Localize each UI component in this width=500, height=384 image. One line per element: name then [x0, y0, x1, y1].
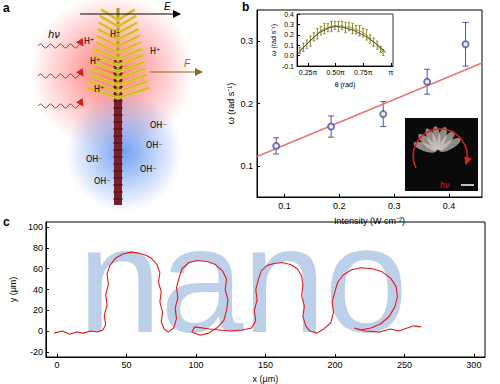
svg-text:-0.1: -0.1 [282, 63, 294, 70]
svg-text:Intensity (W cm⁻²): Intensity (W cm⁻²) [334, 216, 405, 226]
svg-text:hν: hν [48, 29, 60, 40]
svg-text:-20: -20 [30, 347, 43, 357]
svg-text:0.75π: 0.75π [354, 69, 373, 76]
svg-text:F: F [184, 58, 191, 69]
svg-text:H⁺: H⁺ [150, 47, 160, 56]
svg-text:OH⁻: OH⁻ [94, 177, 111, 186]
svg-text:0: 0 [38, 326, 43, 336]
svg-text:H⁺: H⁺ [90, 57, 100, 66]
svg-text:OH⁻: OH⁻ [140, 165, 157, 174]
svg-text:80: 80 [33, 243, 43, 253]
svg-text:0.2: 0.2 [240, 99, 253, 109]
svg-text:100: 100 [188, 360, 203, 370]
svg-text:y (μm): y (μm) [8, 277, 18, 303]
svg-text:x (μm): x (μm) [253, 374, 279, 384]
svg-text:nano: nano [78, 196, 408, 364]
svg-text:50: 50 [121, 360, 131, 370]
svg-text:0.0: 0.0 [284, 52, 294, 59]
svg-text:300: 300 [466, 360, 481, 370]
svg-text:0.1: 0.1 [284, 42, 294, 49]
svg-text:0.2: 0.2 [333, 201, 346, 211]
svg-text:a: a [3, 1, 10, 15]
svg-text:ω (rad s⁻¹): ω (rad s⁻¹) [270, 24, 278, 56]
svg-text:200: 200 [327, 360, 342, 370]
svg-text:θ (rad): θ (rad) [335, 81, 356, 89]
svg-text:0.3: 0.3 [284, 21, 294, 28]
svg-text:250: 250 [397, 360, 412, 370]
svg-text:ω (rad s⁻¹): ω (rad s⁻¹) [226, 83, 236, 125]
svg-text:0.25π: 0.25π [299, 69, 318, 76]
svg-text:0.3: 0.3 [388, 201, 401, 211]
svg-text:40: 40 [33, 285, 43, 295]
svg-text:E: E [164, 1, 171, 12]
svg-text:60: 60 [33, 264, 43, 274]
svg-text:hν: hν [440, 181, 450, 190]
svg-text:OH⁻: OH⁻ [86, 155, 103, 164]
svg-text:100: 100 [28, 222, 43, 232]
svg-text:H⁺: H⁺ [84, 37, 94, 46]
svg-text:0.4: 0.4 [443, 201, 456, 211]
svg-text:π: π [389, 69, 394, 76]
svg-text:0.2: 0.2 [284, 31, 294, 38]
svg-text:0.50π: 0.50π [326, 69, 345, 76]
svg-text:0.4: 0.4 [284, 11, 294, 18]
svg-text:c: c [3, 215, 10, 229]
svg-text:H⁺: H⁺ [94, 85, 104, 94]
svg-text:OH⁻: OH⁻ [150, 121, 167, 130]
svg-text:H⁺: H⁺ [110, 30, 120, 39]
svg-text:0: 0 [55, 360, 60, 370]
svg-text:0.1: 0.1 [240, 161, 253, 171]
svg-text:OH⁻: OH⁻ [146, 141, 163, 150]
svg-text:20: 20 [33, 305, 43, 315]
svg-text:150: 150 [258, 360, 273, 370]
svg-text:0.1: 0.1 [278, 201, 291, 211]
svg-text:0.3: 0.3 [240, 36, 253, 46]
svg-text:b: b [242, 0, 249, 14]
